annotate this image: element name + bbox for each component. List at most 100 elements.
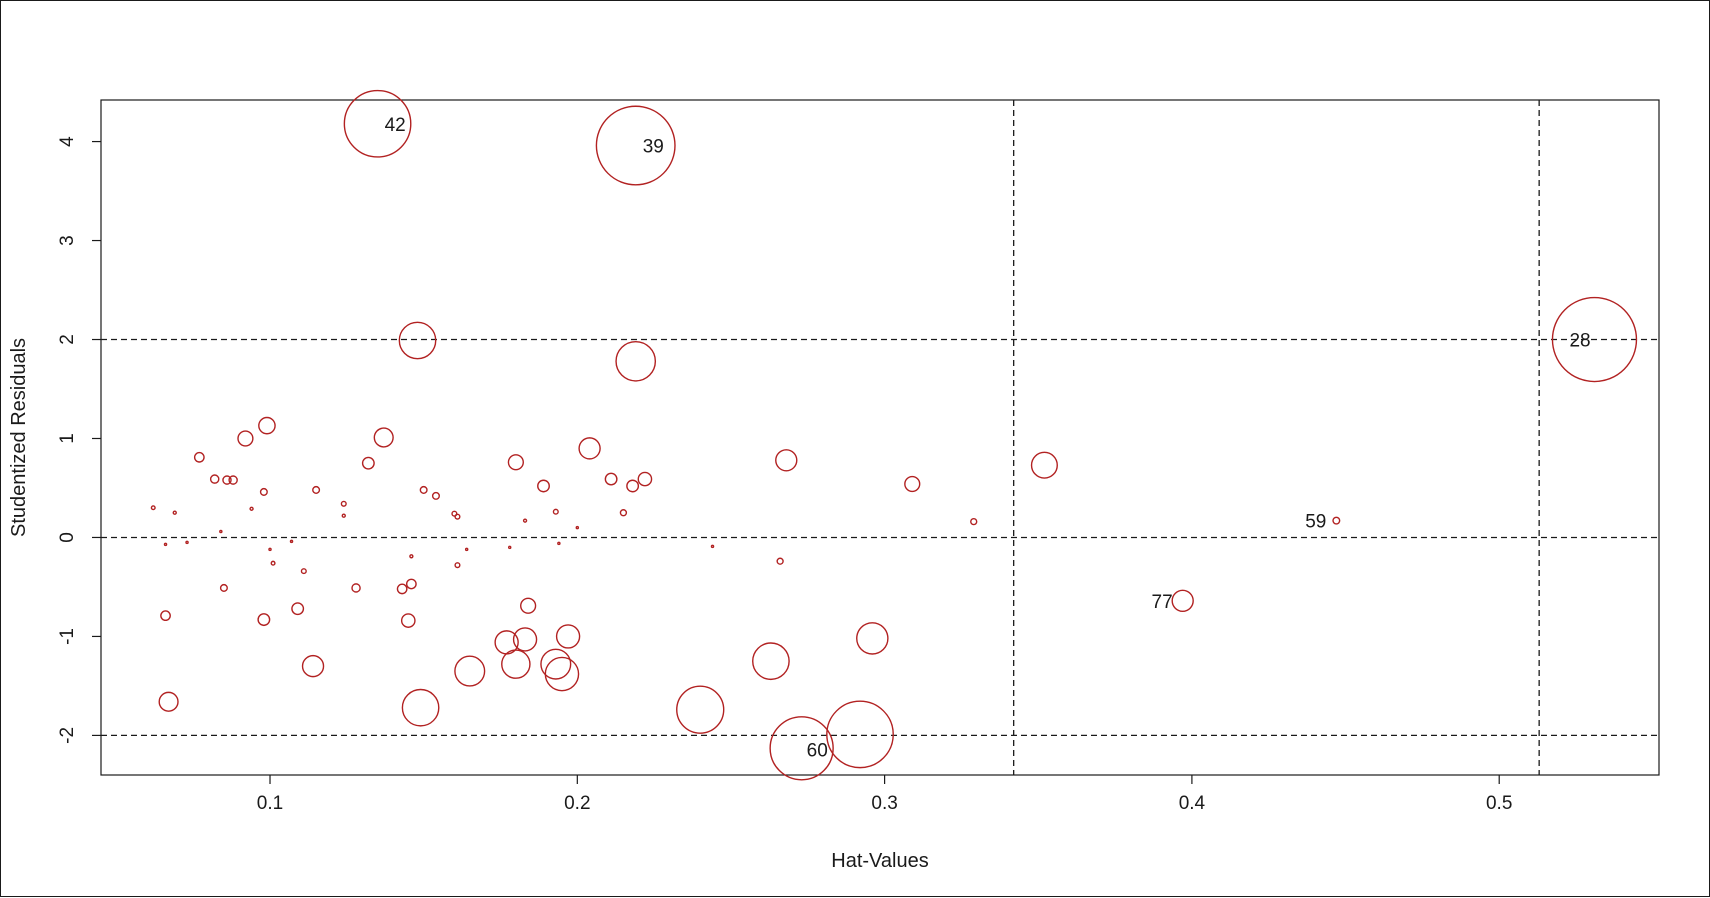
y-tick-label: 1 <box>57 433 78 444</box>
data-point <box>507 545 512 550</box>
data-point <box>604 472 618 486</box>
data-point <box>185 540 189 545</box>
data-point <box>494 630 519 655</box>
data-point <box>237 430 254 447</box>
data-point <box>557 541 561 546</box>
point-labels: 42 39 28 60 59 77 <box>385 115 1591 762</box>
y-axis: -2 -1 0 1 2 3 4 <box>57 136 101 744</box>
data-point <box>291 602 305 616</box>
data-point <box>752 642 790 681</box>
y-tick-label: -1 <box>57 628 78 645</box>
point-label: 28 <box>1569 331 1590 352</box>
data-point <box>158 691 179 712</box>
data-point <box>507 454 524 471</box>
data-point <box>1030 451 1058 479</box>
data-point <box>464 547 469 552</box>
data-point <box>219 583 228 592</box>
data-point <box>454 655 486 687</box>
data-point <box>637 471 653 487</box>
data-point <box>522 518 528 523</box>
data-point <box>512 627 538 652</box>
point-label: 39 <box>643 137 664 158</box>
data-point <box>520 597 537 614</box>
data-point <box>193 451 205 463</box>
data-point <box>341 513 346 518</box>
point-label: 77 <box>1152 592 1173 613</box>
data-point <box>398 321 437 360</box>
data-point <box>150 505 156 511</box>
data-point <box>312 485 321 494</box>
point-label: 42 <box>385 115 406 136</box>
data-point <box>537 479 550 493</box>
data-point <box>1171 589 1194 613</box>
data-point <box>289 539 294 544</box>
data-point <box>454 513 461 520</box>
y-tick-label: 0 <box>57 532 78 543</box>
data-point <box>578 437 601 460</box>
data-point <box>419 485 428 494</box>
reference-lines <box>101 100 1659 775</box>
data-point <box>160 610 171 622</box>
data-point <box>1551 296 1638 383</box>
data-point <box>343 89 412 158</box>
x-tick-label: 0.3 <box>871 793 897 814</box>
data-point <box>1332 516 1341 525</box>
data-point <box>676 685 725 734</box>
y-axis-title: Studentized Residuals <box>8 338 30 537</box>
data-point <box>400 613 416 628</box>
data-point <box>373 427 394 448</box>
y-tick-label: 2 <box>57 334 78 345</box>
data-point <box>209 474 220 484</box>
data-point <box>904 475 921 493</box>
point-label: 60 <box>807 740 828 761</box>
data-point <box>361 456 375 470</box>
data-point <box>405 578 417 590</box>
data-point <box>396 583 408 595</box>
x-tick-label: 0.4 <box>1179 793 1206 814</box>
data-point <box>970 517 978 526</box>
data-point <box>409 554 414 559</box>
x-tick-label: 0.1 <box>257 793 283 814</box>
data-point <box>401 688 440 727</box>
point-label: 59 <box>1305 512 1326 533</box>
data-point <box>268 547 272 552</box>
data-point <box>301 654 325 678</box>
data-point <box>300 568 307 575</box>
data-point <box>710 544 715 549</box>
data-point <box>826 700 894 769</box>
data-point <box>776 557 784 565</box>
data-point <box>775 449 798 472</box>
data-point <box>451 510 458 517</box>
y-tick-label: 4 <box>57 136 78 147</box>
data-points <box>150 89 1638 781</box>
data-point <box>351 583 361 593</box>
x-axis: 0.1 0.2 0.3 0.4 0.5 <box>257 775 1512 814</box>
data-point <box>257 613 271 627</box>
data-point <box>540 648 572 680</box>
data-point <box>228 475 238 485</box>
data-point <box>552 508 559 515</box>
plot-area <box>100 99 1660 776</box>
x-axis-title: Hat-Values <box>831 850 928 872</box>
data-point <box>431 491 440 500</box>
x-tick-label: 0.5 <box>1486 793 1512 814</box>
y-tick-label: 3 <box>57 235 78 246</box>
data-point <box>615 340 657 382</box>
data-point <box>595 105 676 186</box>
data-point <box>619 509 628 517</box>
data-point <box>222 475 232 485</box>
data-point <box>219 529 223 534</box>
data-point <box>249 506 254 511</box>
data-point <box>258 416 276 435</box>
data-point <box>626 479 640 493</box>
data-point <box>340 500 347 507</box>
data-point <box>555 624 581 649</box>
data-point <box>544 656 580 692</box>
x-tick-label: 0.2 <box>564 793 590 814</box>
data-point <box>856 622 889 655</box>
data-point <box>270 560 276 566</box>
data-point <box>575 525 580 530</box>
data-point <box>172 510 177 515</box>
